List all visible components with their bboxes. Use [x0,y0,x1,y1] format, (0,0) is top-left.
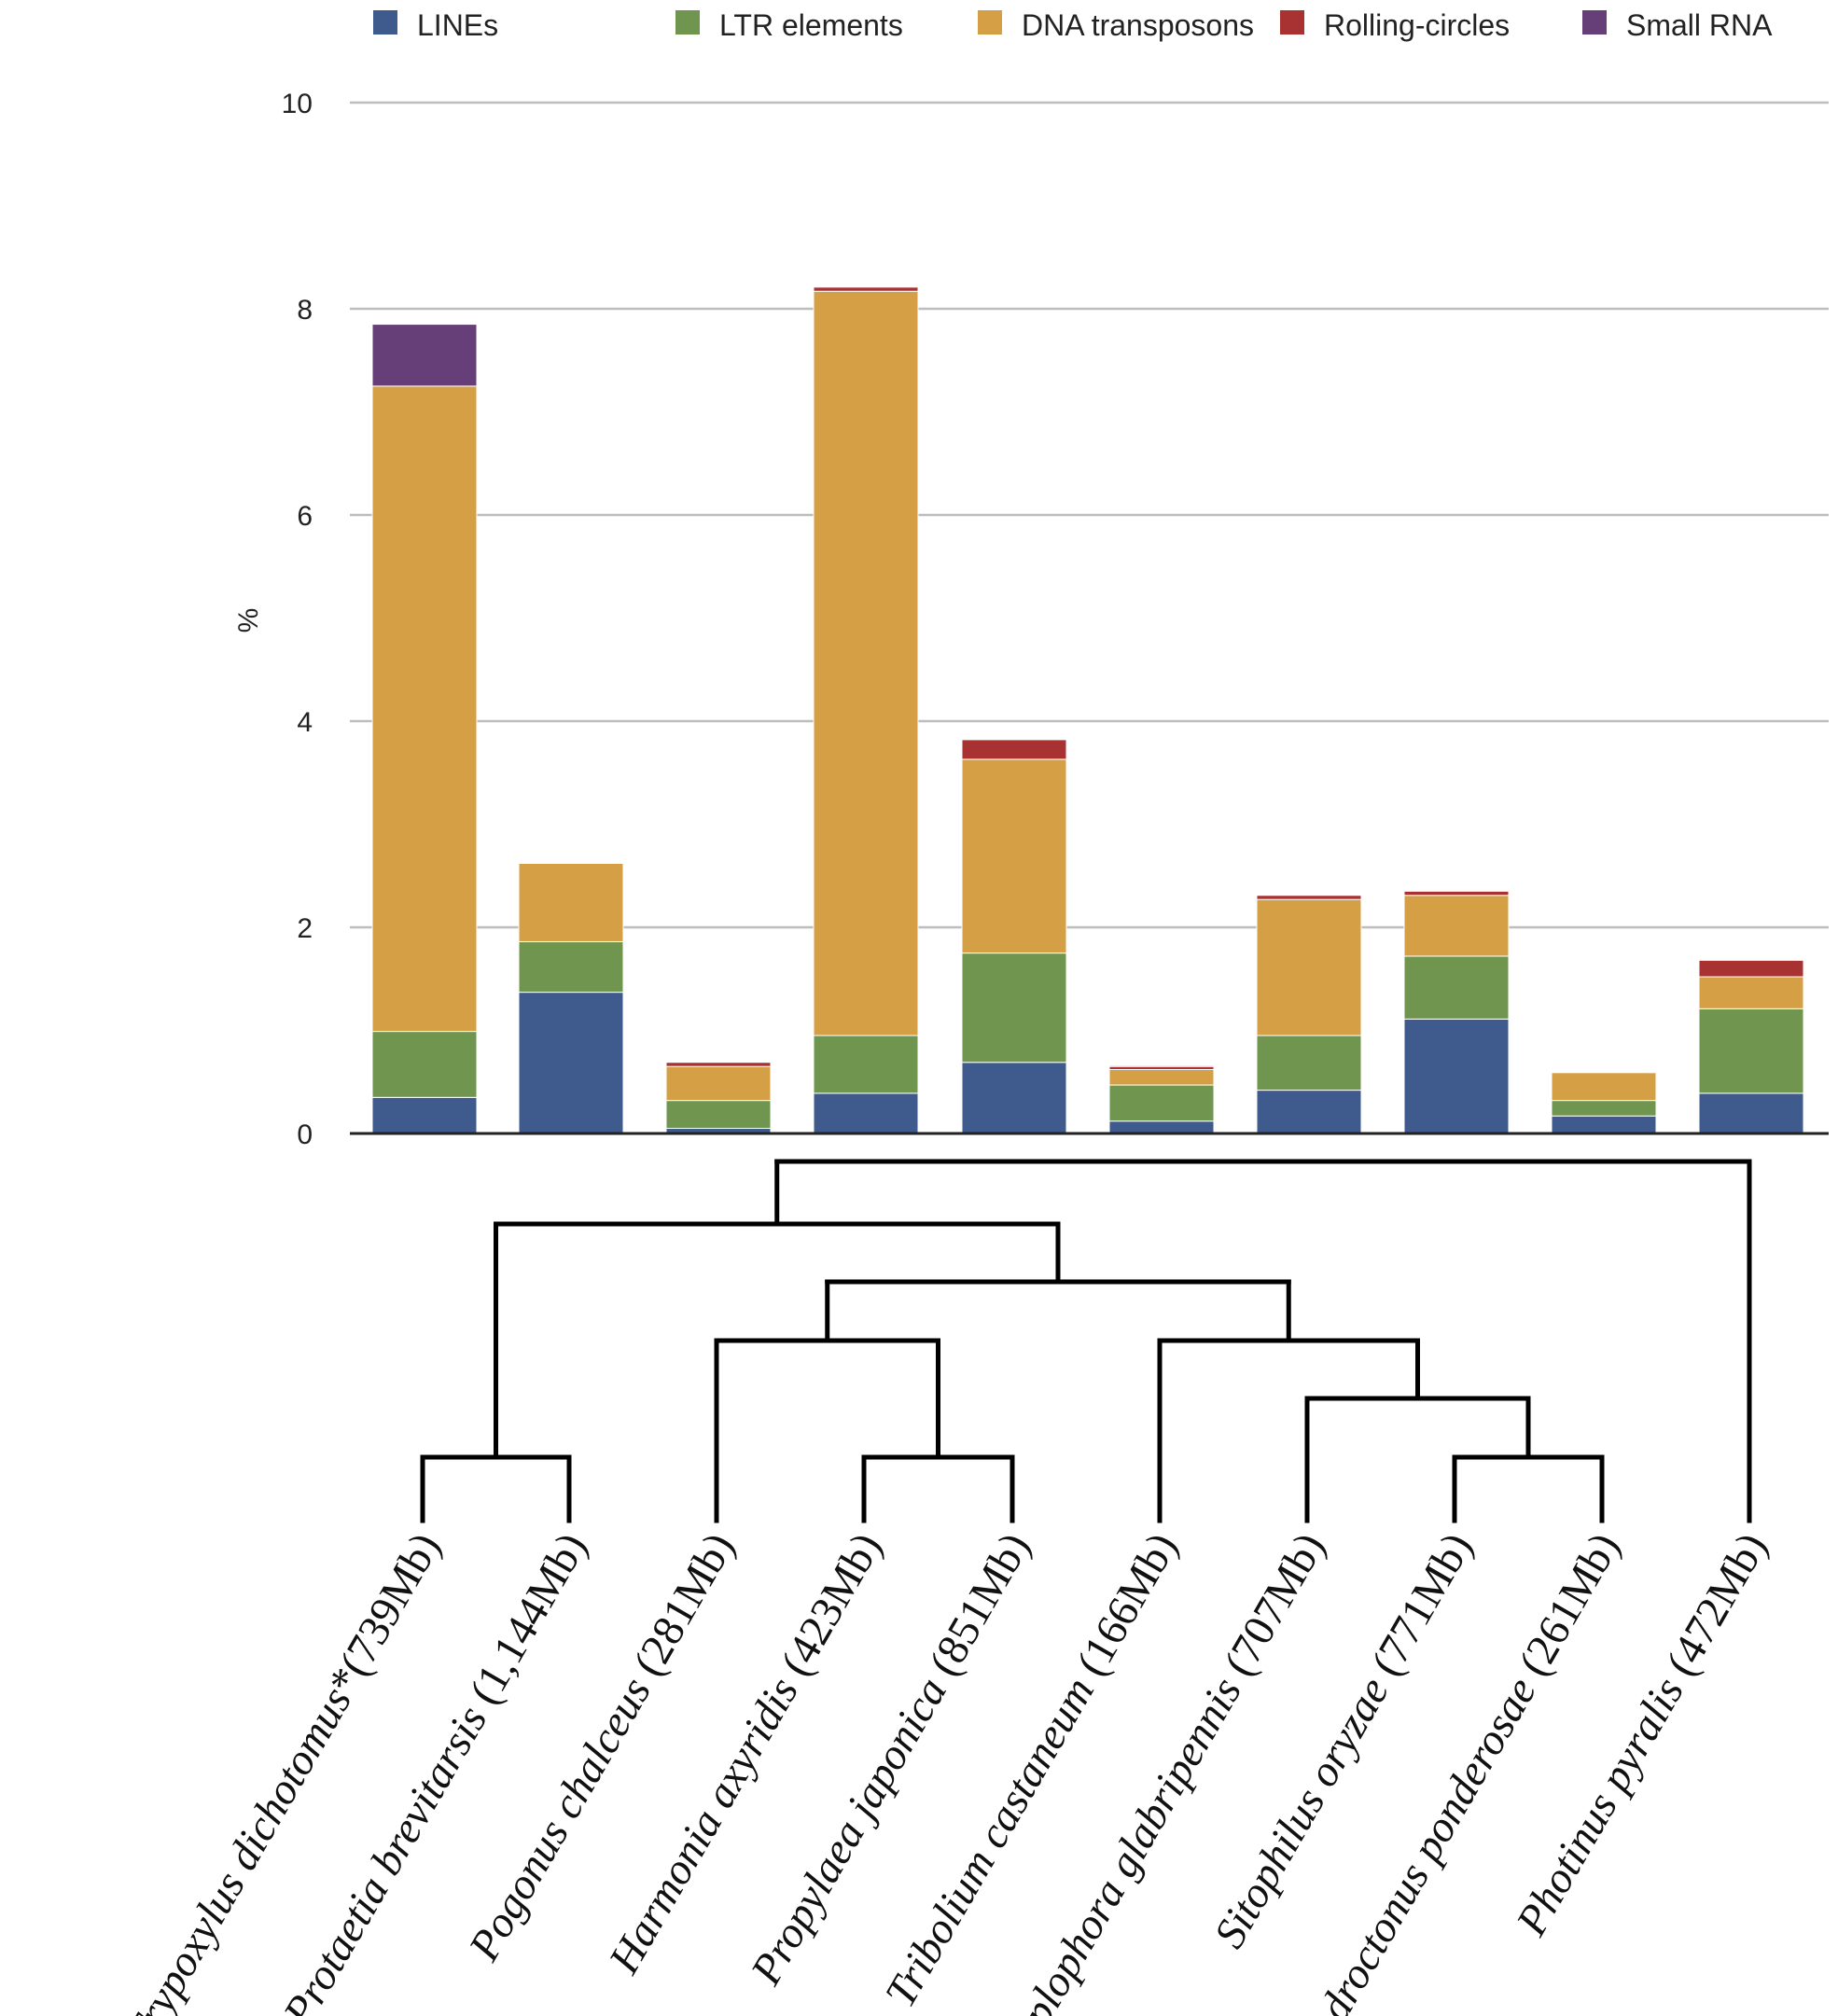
y-axis-ticks: 0 2 4 6 8 10 [282,89,313,1150]
species-label: Harmonia axyridis (423Mb) [599,1525,891,1982]
bar-segment [1698,1008,1804,1094]
bar-segment [813,286,919,292]
bar-segment [1403,1018,1510,1134]
genome-size: (771Mb) [1357,1525,1482,1694]
bar-segment [371,1096,478,1134]
genome-size: (281Mb) [619,1525,744,1694]
y-tick-label: 2 [297,913,313,944]
genome-size: (1,144Mb) [454,1525,596,1722]
legend-label: Small RNA [1626,8,1773,42]
species-label: Sitophilus oryzae (771Mb) [1205,1525,1483,1956]
legend: LINEs LTR elements DNA transposons Rolling-… [373,8,1773,42]
bar-stack [518,862,624,1134]
bar-segment [961,1062,1067,1134]
legend-item: LINEs [373,8,498,42]
bar-segment [371,1031,478,1098]
bar-segment [371,324,478,387]
grid [350,101,1829,929]
legend-swatch [978,10,1002,35]
genome-size: (166Mb) [1062,1525,1187,1694]
bar-segment [371,385,478,1033]
bar-stack [1403,890,1510,1134]
legend-item: DNA transposons [978,8,1254,42]
bar-segment [1403,955,1510,1020]
genome-size: (261Mb) [1504,1525,1629,1694]
bar-stack [665,1062,772,1134]
bar-segment [1256,1090,1362,1134]
species-label: Tribolium castaneum (166Mb) [876,1525,1188,2016]
bar-segment [665,1062,772,1067]
legend-label: DNA transposons [1022,8,1254,42]
bar-segment [1256,895,1362,900]
bar-segment [1403,890,1510,897]
species-name: Dendroctonus ponderosae [1274,1669,1546,2016]
bar-segment [1551,1072,1657,1102]
bar-stack [1551,1072,1657,1134]
bar-segment [518,992,624,1134]
y-tick-label: 4 [297,707,313,738]
legend-item: LTR elements [675,8,903,42]
legend-label: LTR elements [719,8,903,42]
y-tick-label: 10 [282,89,313,119]
legend-label: LINEs [417,8,498,42]
bar-segment [1698,1092,1804,1134]
bar-segment [1551,1100,1657,1117]
genome-size: (423Mb) [766,1525,891,1694]
bar-segment [1108,1068,1215,1086]
bar-segment [1108,1064,1215,1067]
bar-segment [1403,895,1510,957]
y-axis-label: % [233,608,264,633]
legend-item: Small RNA [1582,8,1773,42]
bar-segment [518,862,624,942]
bar-segment [813,290,919,1036]
bar-stack [961,739,1067,1134]
y-tick-label: 0 [297,1119,313,1150]
species-label: Photinus pyralis (472Mb) [1507,1525,1777,1945]
bar-segment [518,940,624,994]
bar-segment [1551,1115,1657,1134]
legend-swatch [1280,10,1304,35]
bar-segment [813,1035,919,1094]
species-label: Pogonus chalceus (281Mb) [459,1525,744,1970]
bar-stack [1256,895,1362,1134]
legend-swatch [1582,10,1607,35]
genome-size: *(739Mb) [319,1525,450,1703]
legend-swatch [675,10,700,35]
bar-segment [1256,1035,1362,1091]
bar-segment [1698,976,1804,1009]
bar-segment [665,1100,772,1129]
bars [371,286,1804,1134]
y-tick-label: 6 [297,501,313,532]
legend-item: Rolling-circles [1280,8,1510,42]
species-label: Trypoxylus dichotomus*(739Mb) [117,1525,451,2016]
bar-stack [1698,959,1804,1134]
bar-segment [1698,959,1804,978]
legend-label: Rolling-circles [1324,8,1510,42]
phylogenetic-tree [420,1159,1752,1523]
y-tick-label: 8 [297,295,313,326]
genome-size: (707Mb) [1209,1525,1334,1694]
species-label: Propylaea japonica (851Mb) [741,1525,1039,1994]
bar-stack [1108,1064,1215,1134]
bar-segment [1108,1120,1215,1134]
genome-size: (472Mb) [1651,1525,1776,1694]
bar-segment [665,1065,772,1102]
bar-segment [961,952,1067,1064]
bar-stack [813,286,919,1134]
bar-segment [1256,898,1362,1036]
bar-segment [961,739,1067,760]
genome-size: (851Mb) [914,1525,1039,1694]
bar-segment [813,1092,919,1134]
bar-segment [961,758,1067,954]
species-labels: Trypoxylus dichotomus*(739Mb)Protaetia b… [117,1525,1777,2016]
bar-stack [371,324,478,1134]
bar-segment [1108,1084,1215,1122]
legend-swatch [373,10,397,35]
